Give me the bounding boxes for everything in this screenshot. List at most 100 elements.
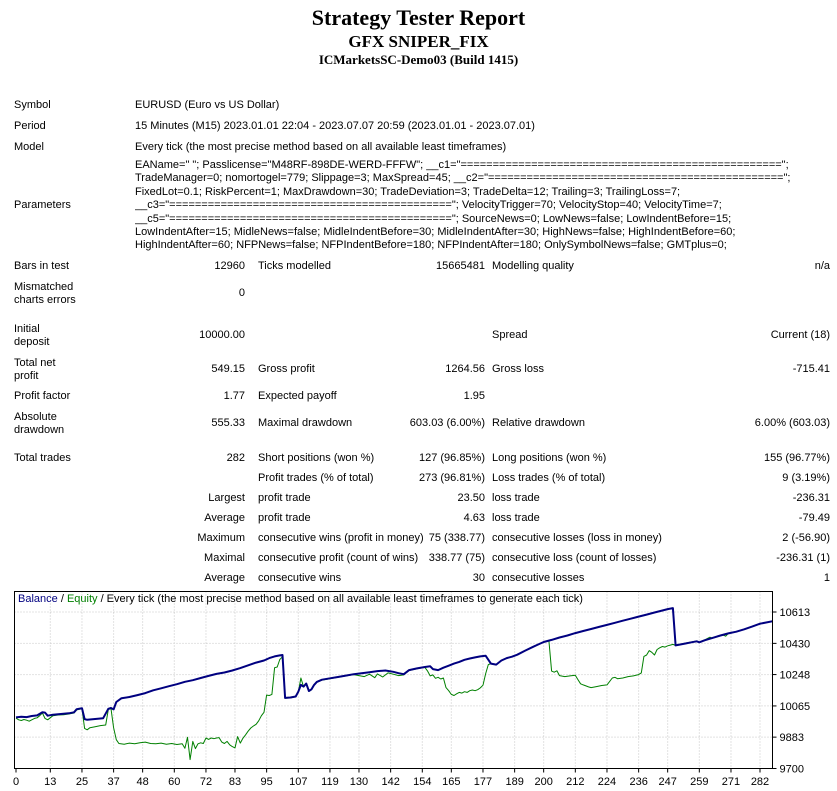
chart-canvas: 0 13 25 37 48 60 72 83 95 107 119 130 142 154 165 177 18…	[13, 590, 811, 788]
svg-text:13: 13	[44, 776, 56, 788]
row-label-3: consecutive losses (loss in money)	[492, 532, 662, 545]
row-bars-in-test: Bars in test 12960 Ticks modelled 1566548…	[14, 257, 830, 277]
row-initial-deposit: Initial deposit 10000.00 Spread Current (…	[14, 319, 830, 353]
row-maximum-consecutive: Maximum consecutive wins (profit in mone…	[14, 529, 830, 549]
row-label-3: Loss trades (% of total)	[492, 472, 606, 485]
row-value-3: -236.31	[792, 492, 830, 505]
model-label: Model	[14, 141, 44, 153]
svg-text:282: 282	[751, 776, 769, 788]
row-label: Absolute drawdown	[14, 410, 65, 436]
row-value-1: 549.15	[211, 363, 245, 376]
row-value-2: 4.63	[463, 512, 485, 525]
chart-legend: Balance / Equity / Every tick (the most …	[18, 593, 583, 605]
row-col-mid: consecutive wins 30	[245, 572, 485, 585]
row-label-2: profit trade	[258, 512, 311, 525]
svg-text:259: 259	[690, 776, 708, 788]
row-col-mid: consecutive profit (count of wins) 338.77…	[245, 552, 485, 565]
legend-description: / Every tick (the most precise method ba…	[97, 592, 583, 605]
row-col-mid: Ticks modelled 15665481	[245, 260, 485, 273]
row-col-right: Long positions (won %) 155 (96.77%)	[485, 452, 830, 465]
row-value-2: 338.77 (75)	[428, 552, 485, 565]
legend-separator: /	[57, 592, 67, 605]
row-col-right: consecutive losses (loss in money) 2 (-56…	[485, 532, 830, 545]
row-maximal-consecutive: Maximal consecutive profit (count of win…	[14, 549, 830, 569]
row-value-2: 30	[472, 572, 485, 585]
row-col-mid: Maximal drawdown 603.03 (6.00%)	[245, 417, 485, 430]
symbol-value: EURUSD (Euro vs US Dollar)	[135, 99, 280, 111]
row-label-3: consecutive losses	[492, 572, 585, 585]
row-label-2: profit trade	[258, 492, 311, 505]
row-label-2: Short positions (won %)	[258, 452, 375, 465]
row-mismatched-charts-errors: Mismatched charts errors 0	[14, 277, 830, 311]
row-value-3: 1	[823, 572, 830, 585]
row-label-3: Spread	[492, 329, 528, 342]
svg-text:10430: 10430	[780, 638, 811, 650]
row-value-1: 10000.00	[199, 329, 245, 342]
row-value-1: Average	[204, 572, 245, 585]
svg-text:107: 107	[289, 776, 307, 788]
row-value-1: 282	[226, 452, 245, 465]
row-profit-loss-trades: Profit trades (% of total) 273 (96.81%) L…	[14, 469, 830, 489]
row-value-2: 603.03 (6.00%)	[409, 417, 485, 430]
svg-text:9700: 9700	[780, 763, 804, 775]
row-value-3: 6.00% (603.03)	[754, 417, 830, 430]
row-col-mid: Short positions (won %) 127 (96.85%)	[245, 452, 485, 465]
row-value-3: 9 (3.19%)	[782, 472, 830, 485]
row-total-net-profit: Total net profit 549.15 Gross profit 1264…	[14, 353, 830, 387]
row-value-2: 15665481	[436, 260, 485, 273]
row-label: Mismatched charts errors	[14, 280, 76, 306]
row-absolute-drawdown: Absolute drawdown 555.33 Maximal drawdow…	[14, 407, 830, 441]
row-label-3: loss trade	[492, 492, 540, 505]
svg-text:9883: 9883	[780, 732, 804, 744]
row-col-right: Loss trades (% of total) 9 (3.19%)	[485, 472, 830, 485]
row-value-1: Maximal	[204, 552, 245, 565]
row-value-3: -236.31 (1)	[776, 552, 830, 565]
row-col-mid: Expected payoff 1.95	[245, 390, 485, 403]
svg-text:200: 200	[534, 776, 552, 788]
row-value-1: 555.33	[211, 417, 245, 430]
row-label: Profit factor	[14, 390, 71, 403]
row-profit-factor: Profit factor 1.77 Expected payoff 1.95	[14, 387, 830, 407]
row-label-2: Expected payoff	[258, 390, 337, 403]
parameters-line: LowIndentAfter=15; MidleNews=false; Midl…	[135, 226, 736, 239]
model-value: Every tick (the most precise method base…	[135, 141, 507, 153]
row-label-2: Gross profit	[258, 363, 315, 376]
svg-text:247: 247	[658, 776, 676, 788]
row-value-1: Average	[204, 512, 245, 525]
row-label-2: Profit trades (% of total)	[258, 472, 374, 485]
row-value-2: 23.50	[457, 492, 485, 505]
svg-text:72: 72	[200, 776, 212, 788]
svg-text:189: 189	[505, 776, 523, 788]
row-col-mid: consecutive wins (profit in money) 75 (33…	[245, 532, 485, 545]
svg-text:83: 83	[229, 776, 241, 788]
row-value-2: 1.95	[463, 390, 485, 403]
legend-balance-label: Balance	[18, 592, 58, 605]
balance-equity-chart: 0 13 25 37 48 60 72 83 95 107 119 130 142 154 165 177 18…	[0, 589, 837, 790]
period-label: Period	[14, 120, 46, 132]
report-header: Strategy Tester Report GFX SNIPER_FIX IC…	[0, 0, 837, 67]
row-model: Model Every tick (the most precise metho…	[14, 137, 830, 158]
svg-text:271: 271	[722, 776, 740, 788]
row-value-1: Largest	[208, 492, 245, 505]
row-average-consecutive: Average consecutive wins 30 consecutive l…	[14, 569, 830, 589]
symbol-label: Symbol	[14, 99, 51, 111]
svg-text:224: 224	[598, 776, 616, 788]
parameters-line: __c3="==================================…	[135, 199, 722, 212]
row-label-3: consecutive loss (count of losses)	[492, 552, 657, 565]
row-value-3: 2 (-56.90)	[782, 532, 830, 545]
row-col-right: Gross loss -715.41	[485, 363, 830, 376]
row-value-1: 0	[238, 287, 245, 300]
svg-text:95: 95	[261, 776, 273, 788]
row-label-3: loss trade	[492, 512, 540, 525]
row-value-3: n/a	[814, 260, 830, 273]
row-label: Bars in test	[14, 260, 70, 273]
row-col-right: consecutive loss (count of losses) -236.3…	[485, 552, 830, 565]
row-period: Period 15 Minutes (M15) 2023.01.01 22:04…	[14, 116, 830, 137]
row-label: Total trades	[14, 452, 71, 465]
legend-equity-label: Equity	[66, 592, 98, 605]
svg-text:48: 48	[137, 776, 149, 788]
svg-text:212: 212	[566, 776, 584, 788]
row-col-right: Modelling quality n/a	[485, 260, 830, 273]
period-value: 15 Minutes (M15) 2023.01.01 22:04 - 2023…	[135, 120, 535, 132]
row-label-2: consecutive profit (count of wins)	[258, 552, 419, 565]
